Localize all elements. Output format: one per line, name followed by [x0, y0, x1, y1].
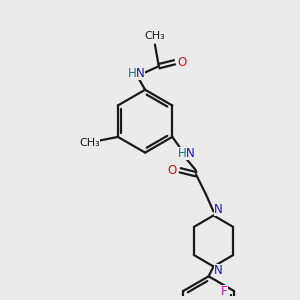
Text: H: H [128, 67, 137, 80]
Text: N: N [136, 67, 145, 80]
Text: O: O [168, 164, 177, 177]
Text: F: F [221, 285, 228, 298]
Text: N: N [214, 203, 223, 216]
Text: N: N [214, 264, 223, 277]
Text: O: O [178, 56, 187, 69]
Text: N: N [186, 147, 194, 160]
Text: CH₃: CH₃ [145, 31, 165, 41]
Text: H: H [178, 147, 187, 160]
Text: CH₃: CH₃ [79, 138, 100, 148]
